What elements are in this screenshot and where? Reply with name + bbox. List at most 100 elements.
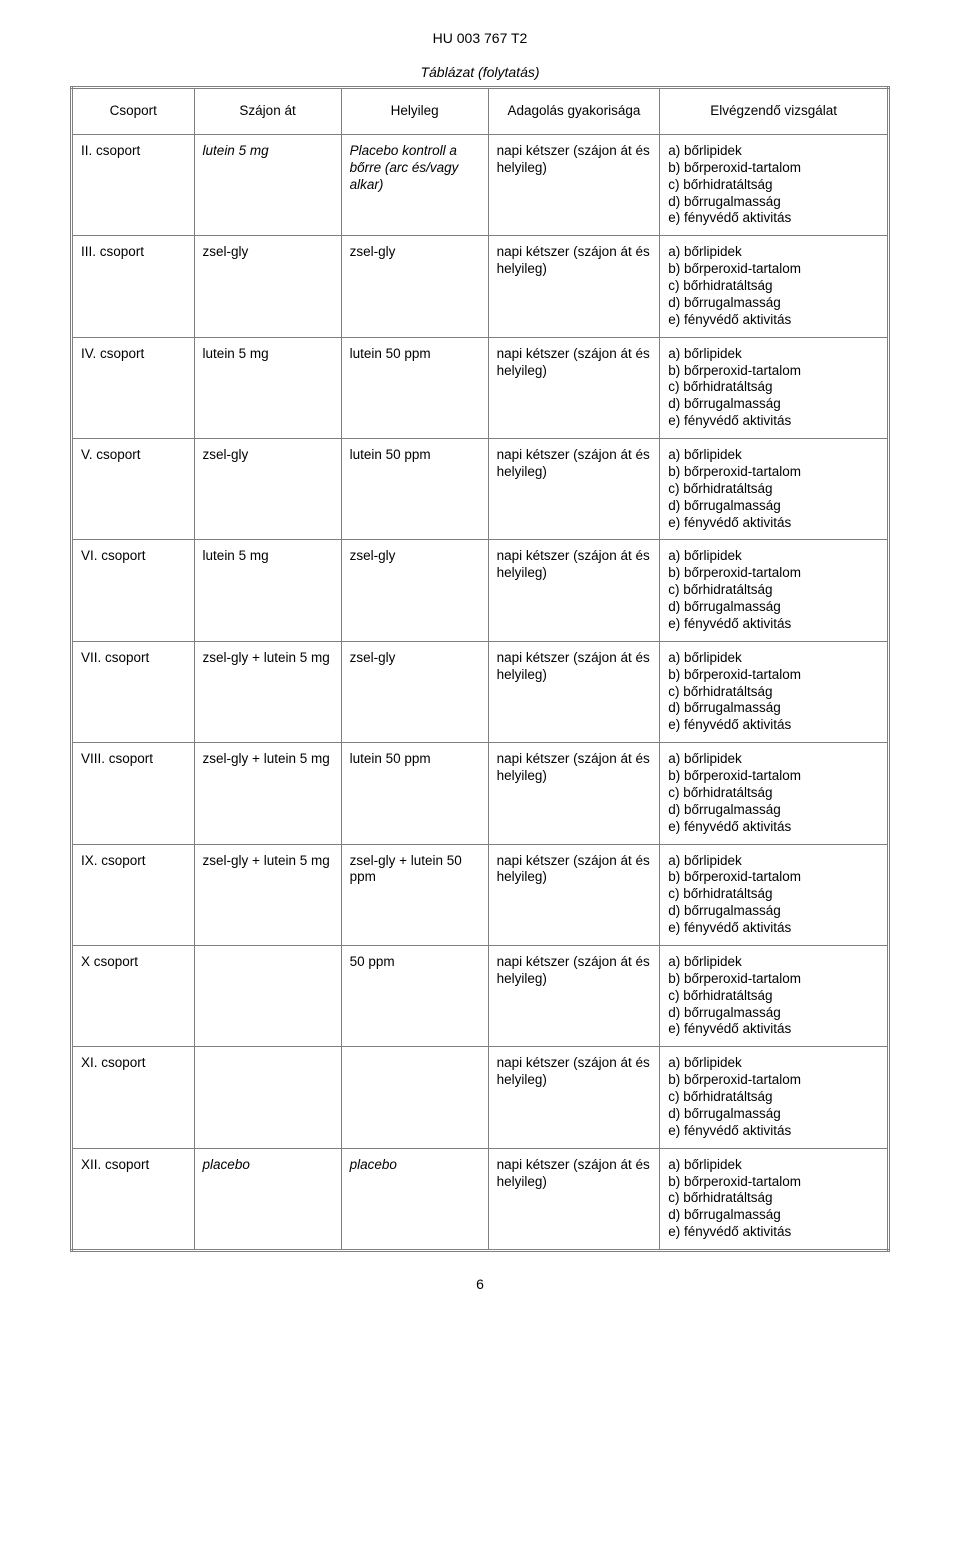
cell-oral xyxy=(194,945,341,1046)
exam-line: c) bőrhidratáltság xyxy=(668,582,879,599)
table-row: III. csoportzsel-glyzsel-glynapi kétszer… xyxy=(72,236,889,337)
exam-line: d) bőrrugalmasság xyxy=(668,700,879,717)
cell-exam: a) bőrlipidekb) bőrperoxid-tartalomc) bő… xyxy=(660,337,889,438)
cell-topical: zsel-gly xyxy=(341,540,488,641)
doc-header: HU 003 767 T2 xyxy=(70,30,890,46)
exam-line: c) bőrhidratáltság xyxy=(668,481,879,498)
cell-group: VIII. csoport xyxy=(72,743,195,844)
exam-line: a) bőrlipidek xyxy=(668,244,879,261)
exam-line: b) bőrperoxid-tartalom xyxy=(668,667,879,684)
cell-oral: zsel-gly + lutein 5 mg xyxy=(194,641,341,742)
exam-line: c) bőrhidratáltság xyxy=(668,278,879,295)
cell-frequency: napi kétszer (szájon át és helyileg) xyxy=(488,337,660,438)
col-header-topical: Helyileg xyxy=(341,88,488,135)
cell-group: XI. csoport xyxy=(72,1047,195,1148)
cell-topical: 50 ppm xyxy=(341,945,488,1046)
exam-line: c) bőrhidratáltság xyxy=(668,886,879,903)
cell-frequency: napi kétszer (szájon át és helyileg) xyxy=(488,134,660,235)
exam-line: d) bőrrugalmasság xyxy=(668,295,879,312)
table-row: II. csoportlutein 5 mgPlacebo kontroll a… xyxy=(72,134,889,235)
exam-line: d) bőrrugalmasság xyxy=(668,1005,879,1022)
table-header-row: Csoport Szájon át Helyileg Adagolás gyak… xyxy=(72,88,889,135)
exam-line: d) bőrrugalmasság xyxy=(668,903,879,920)
cell-exam: a) bőrlipidekb) bőrperoxid-tartalomc) bő… xyxy=(660,540,889,641)
exam-line: a) bőrlipidek xyxy=(668,954,879,971)
table-caption: Táblázat (folytatás) xyxy=(70,64,890,80)
exam-line: a) bőrlipidek xyxy=(668,751,879,768)
cell-exam: a) bőrlipidekb) bőrperoxid-tartalomc) bő… xyxy=(660,236,889,337)
cell-oral: lutein 5 mg xyxy=(194,134,341,235)
table-row: VIII. csoportzsel-gly + lutein 5 mglutei… xyxy=(72,743,889,844)
exam-line: b) bőrperoxid-tartalom xyxy=(668,565,879,582)
exam-line: b) bőrperoxid-tartalom xyxy=(668,1072,879,1089)
cell-frequency: napi kétszer (szájon át és helyileg) xyxy=(488,743,660,844)
page-number: 6 xyxy=(70,1276,890,1292)
cell-group: IV. csoport xyxy=(72,337,195,438)
cell-exam: a) bőrlipidekb) bőrperoxid-tartalomc) bő… xyxy=(660,844,889,945)
cell-group: VII. csoport xyxy=(72,641,195,742)
cell-frequency: napi kétszer (szájon át és helyileg) xyxy=(488,540,660,641)
cell-oral xyxy=(194,1047,341,1148)
exam-line: d) bőrrugalmasság xyxy=(668,1207,879,1224)
cell-frequency: napi kétszer (szájon át és helyileg) xyxy=(488,439,660,540)
exam-line: e) fényvédő aktivitás xyxy=(668,920,879,937)
exam-line: d) bőrrugalmasság xyxy=(668,1106,879,1123)
cell-oral: zsel-gly xyxy=(194,439,341,540)
cell-frequency: napi kétszer (szájon át és helyileg) xyxy=(488,844,660,945)
cell-topical: Placebo kontroll a bőrre (arc és/vagy al… xyxy=(341,134,488,235)
exam-line: c) bőrhidratáltság xyxy=(668,1089,879,1106)
col-header-oral: Szájon át xyxy=(194,88,341,135)
exam-line: e) fényvédő aktivitás xyxy=(668,515,879,532)
cell-frequency: napi kétszer (szájon át és helyileg) xyxy=(488,1047,660,1148)
exam-line: a) bőrlipidek xyxy=(668,853,879,870)
exam-line: d) bőrrugalmasság xyxy=(668,194,879,211)
table-row: XII. csoportplaceboplacebonapi kétszer (… xyxy=(72,1148,889,1250)
exam-line: c) bőrhidratáltság xyxy=(668,684,879,701)
col-header-frequency: Adagolás gyakorisága xyxy=(488,88,660,135)
exam-line: e) fényvédő aktivitás xyxy=(668,1224,879,1241)
cell-exam: a) bőrlipidekb) bőrperoxid-tartalomc) bő… xyxy=(660,641,889,742)
exam-line: a) bőrlipidek xyxy=(668,650,879,667)
exam-line: c) bőrhidratáltság xyxy=(668,785,879,802)
col-header-group: Csoport xyxy=(72,88,195,135)
exam-line: d) bőrrugalmasság xyxy=(668,498,879,515)
exam-line: b) bőrperoxid-tartalom xyxy=(668,464,879,481)
exam-line: e) fényvédő aktivitás xyxy=(668,1021,879,1038)
exam-line: a) bőrlipidek xyxy=(668,447,879,464)
cell-group: VI. csoport xyxy=(72,540,195,641)
exam-line: b) bőrperoxid-tartalom xyxy=(668,261,879,278)
exam-line: b) bőrperoxid-tartalom xyxy=(668,1174,879,1191)
exam-line: b) bőrperoxid-tartalom xyxy=(668,869,879,886)
table-row: X csoport50 ppmnapi kétszer (szájon át é… xyxy=(72,945,889,1046)
cell-group: IX. csoport xyxy=(72,844,195,945)
cell-oral: lutein 5 mg xyxy=(194,337,341,438)
table-row: V. csoportzsel-glylutein 50 ppmnapi kéts… xyxy=(72,439,889,540)
exam-line: c) bőrhidratáltság xyxy=(668,177,879,194)
cell-group: V. csoport xyxy=(72,439,195,540)
exam-line: a) bőrlipidek xyxy=(668,548,879,565)
cell-exam: a) bőrlipidekb) bőrperoxid-tartalomc) bő… xyxy=(660,134,889,235)
cell-group: X csoport xyxy=(72,945,195,1046)
cell-oral: zsel-gly xyxy=(194,236,341,337)
cell-oral: zsel-gly + lutein 5 mg xyxy=(194,743,341,844)
cell-topical: zsel-gly xyxy=(341,236,488,337)
exam-line: e) fényvédő aktivitás xyxy=(668,1123,879,1140)
exam-line: e) fényvédő aktivitás xyxy=(668,312,879,329)
exam-line: e) fényvédő aktivitás xyxy=(668,413,879,430)
exam-line: a) bőrlipidek xyxy=(668,346,879,363)
cell-group: III. csoport xyxy=(72,236,195,337)
exam-line: e) fényvédő aktivitás xyxy=(668,210,879,227)
cell-frequency: napi kétszer (szájon át és helyileg) xyxy=(488,236,660,337)
exam-line: d) bőrrugalmasság xyxy=(668,802,879,819)
exam-line: c) bőrhidratáltság xyxy=(668,1190,879,1207)
table-row: XI. csoport napi kétszer (szájon át és he… xyxy=(72,1047,889,1148)
cell-oral: placebo xyxy=(194,1148,341,1250)
cell-exam: a) bőrlipidekb) bőrperoxid-tartalomc) bő… xyxy=(660,1148,889,1250)
table-row: IV. csoportlutein 5 mglutein 50 ppmnapi … xyxy=(72,337,889,438)
exam-line: e) fényvédő aktivitás xyxy=(668,616,879,633)
cell-exam: a) bőrlipidekb) bőrperoxid-tartalomc) bő… xyxy=(660,439,889,540)
cell-topical: lutein 50 ppm xyxy=(341,743,488,844)
cell-topical: zsel-gly xyxy=(341,641,488,742)
exam-line: a) bőrlipidek xyxy=(668,143,879,160)
exam-line: e) fényvédő aktivitás xyxy=(668,819,879,836)
